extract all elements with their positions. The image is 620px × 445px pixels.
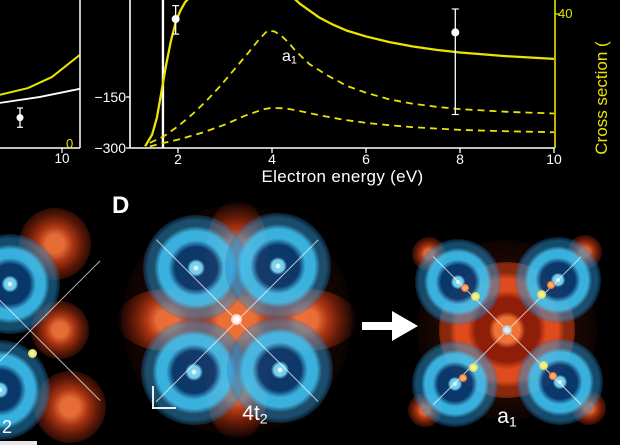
orbital-4t2-isosurface [117,200,357,440]
sulfur-atom-dot [28,349,37,358]
sulfur-atom-dot [537,290,546,299]
label-base: 4t [242,402,260,425]
small-red-lobe-dot [461,284,469,292]
spectra-chart [0,0,560,153]
small-red-lobe-dot [549,372,557,380]
mini-white-curve [0,87,80,104]
data-point [171,15,180,24]
scale-corner-mark [152,407,176,409]
sulfur-atom-dot [471,292,480,301]
panel-d-label: D [112,192,130,219]
small-red-lobe-dot [547,281,555,289]
label-base: a [497,405,509,428]
blue-lobe [227,317,333,423]
blue-lobe [225,213,331,319]
sulfur-atom-dot [539,361,548,370]
blue-lobe [412,341,498,427]
series-cross-section-dashed-lower [149,106,555,148]
next-panel-edge [0,441,37,445]
series-cross-section-dashed-upper [149,29,555,144]
data-point [451,28,460,37]
series-cross-section-total [144,0,555,147]
small-red-lobe-dot [459,374,467,382]
orbital-a1-label: a1 [482,405,532,431]
orbital-left-isosurface [0,208,113,443]
central-atom-dot [502,325,512,335]
label-subscript: 2 [259,411,268,428]
sulfur-atom-dot [469,363,478,372]
mini-panel-curves [0,53,80,104]
orbital-left-label: 2 [2,417,13,437]
central-atom-dot [231,314,242,325]
orbital-a1-isosurface [408,235,613,438]
right-arrow-icon [362,311,418,341]
scale-corner-mark [152,386,154,409]
orbital-4t2-label: 4t2 [225,402,285,428]
label-subscript: 1 [508,414,517,431]
mini-data-point [16,114,24,122]
mini-yellow-curve [0,53,80,96]
